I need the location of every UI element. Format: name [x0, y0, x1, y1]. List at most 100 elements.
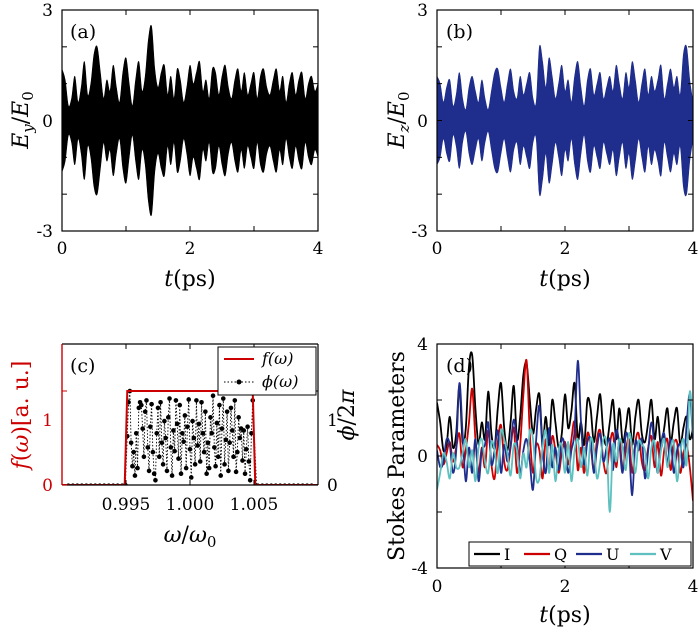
panel-label-d: (d)	[446, 355, 473, 377]
xtick-label-b-1: 2	[560, 239, 571, 259]
phi-point	[167, 396, 172, 401]
phi-point	[244, 446, 249, 452]
panel-label-b: (b)	[446, 21, 473, 43]
phi-point	[132, 473, 138, 478]
phi-point	[153, 478, 158, 483]
xtick-label-a-1: 2	[185, 239, 196, 259]
xtick-label-a-0: 0	[57, 239, 68, 259]
ytick-label-b-mid: 0	[417, 112, 428, 132]
phi-point	[237, 435, 243, 441]
phi-point	[228, 405, 234, 411]
phi-point	[151, 471, 157, 477]
phi-point	[185, 424, 190, 430]
phi-point	[131, 449, 136, 455]
xlabel-d: t(ps)	[539, 603, 590, 628]
phi-point	[204, 471, 209, 477]
ytick-label-a-top: 3	[42, 1, 53, 21]
phi-point	[182, 413, 188, 418]
ey-waveform-area	[62, 25, 318, 216]
phi-point	[130, 463, 135, 469]
panel-c: (c) 1 0 1 0 0.995 1.000 1.005 ω/ω0 f(ω)[…	[9, 343, 360, 551]
phi-point	[163, 435, 168, 441]
phi-point	[236, 415, 241, 420]
phi-point	[144, 398, 149, 403]
ez-waveform-area	[437, 44, 693, 197]
phi-point	[178, 471, 184, 477]
phi-point	[160, 462, 166, 467]
ylabel-c-left: f(ω)[a. u.]	[9, 361, 34, 472]
ytick-label-d-top: 4	[417, 335, 428, 355]
phi-point	[220, 396, 226, 401]
phi-point	[241, 428, 247, 433]
ytick-label-a-mid: 0	[42, 112, 53, 132]
phi-point	[245, 424, 250, 430]
ylabel-b: Ez/E0	[385, 92, 413, 150]
phi-point	[159, 440, 165, 446]
ylabel-a: Ey/E0	[9, 91, 37, 150]
phi-point	[145, 445, 151, 450]
phi-point	[242, 471, 248, 477]
ytick-label-d-bottom: -4	[411, 559, 428, 579]
phi-point	[235, 449, 240, 455]
legend-box-c	[217, 346, 317, 396]
xtick-label-a-2: 4	[313, 239, 324, 259]
phi-point	[212, 445, 217, 450]
phi-point	[217, 402, 222, 408]
phi-point	[154, 431, 160, 436]
stokes-u-line	[437, 359, 693, 497]
panel-label-c: (c)	[70, 355, 95, 377]
series-d	[437, 351, 693, 513]
ytick-label-c-right-0: 0	[327, 476, 338, 496]
phi-point	[249, 431, 254, 436]
ytick-label-d-mid: 0	[417, 447, 428, 467]
phi-point	[168, 445, 174, 450]
phi-point	[200, 431, 206, 436]
phi-point	[191, 435, 197, 441]
xtick-label-d-2: 4	[688, 577, 699, 597]
phi-point	[162, 418, 167, 424]
phi-point	[194, 398, 199, 403]
panel-b: (b) 3 0 -3 0 2 4 t(ps) Ez/E0	[385, 1, 698, 292]
xtick-label-c-2: 1.005	[230, 495, 279, 515]
phi-point	[165, 415, 171, 420]
phi-point	[213, 463, 218, 469]
phi-point	[218, 473, 224, 478]
phi-point	[177, 402, 183, 408]
phi-point	[155, 405, 161, 411]
phi-point	[142, 409, 148, 414]
phi-point	[231, 454, 236, 460]
panel-a: (a) 3 0 -3 0 2 4 t(ps) Ey/E0	[9, 1, 323, 292]
phi-point	[246, 459, 252, 464]
legend-label-i: I	[504, 545, 510, 564]
phi-point	[195, 443, 200, 448]
panel-d: (d) 4 0 -4 0 2 4 t(ps) Stokes Parameters…	[385, 335, 698, 628]
f-line	[62, 390, 318, 485]
xlabel-b: t(ps)	[539, 267, 590, 292]
xtick-label-d-1: 2	[560, 577, 571, 597]
phi-point	[164, 468, 170, 474]
legend-label-v: V	[659, 545, 672, 564]
phi-point	[223, 437, 229, 443]
ytick-label-c-right-1: 1	[327, 411, 338, 431]
phi-point	[148, 424, 153, 430]
ticks-a	[61, 9, 319, 232]
legend-label-f: f(ω)	[261, 349, 293, 368]
phi-point	[150, 449, 156, 455]
phi-line	[62, 390, 318, 485]
ylabel-c-right: ϕ/2π	[335, 389, 360, 440]
phi-point	[209, 431, 215, 436]
phi-point	[169, 473, 175, 478]
xtick-label-c-1: 1.000	[166, 495, 215, 515]
xlabel-c: ω/ω0	[164, 523, 217, 551]
phi-point	[158, 399, 163, 405]
ylabel-d: Stokes Parameters	[385, 351, 410, 561]
phi-point	[240, 458, 245, 463]
phi-point	[140, 426, 145, 431]
phi-point	[232, 398, 238, 403]
phi-point	[180, 431, 185, 436]
ytick-label-a-bottom: -3	[36, 222, 53, 242]
ticks-b	[436, 9, 694, 232]
legend-label-u: U	[606, 545, 619, 564]
phi-point	[224, 409, 230, 414]
